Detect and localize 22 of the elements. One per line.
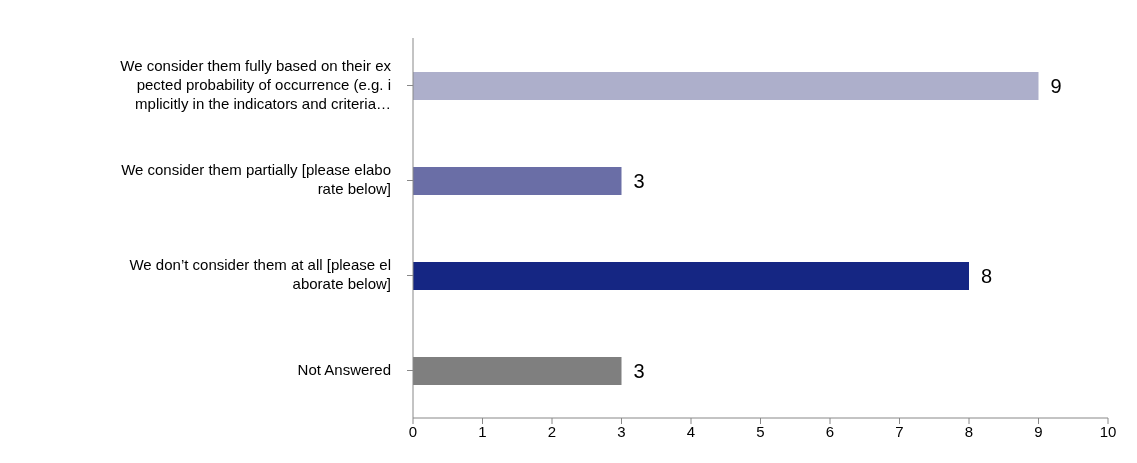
bar [413,262,969,290]
x-tick-label: 3 [617,422,626,440]
bar [413,72,1039,100]
x-tick-label: 2 [547,422,557,440]
x-tick-label: 7 [895,422,904,440]
x-tick-label: 10 [1099,422,1117,440]
y-tick-label: We consider them partially [please elabo rate below] [121,160,391,197]
data-label: 9 [1050,75,1062,98]
x-tick-label: 9 [1034,422,1043,440]
x-tick-label: 4 [686,422,696,440]
x-tick-label: 8 [964,422,974,440]
data-label: 3 [633,360,645,383]
bar [413,167,622,195]
y-tick-label: Not Answered [297,360,391,378]
data-label: 3 [633,170,645,193]
data-label: 8 [981,265,993,288]
x-tick-label: 6 [825,422,835,440]
x-tick-label: 0 [408,422,418,440]
y-tick-label: We don’t consider them at all [please el aborate below] [129,255,391,292]
x-tick-label: 1 [478,422,487,440]
y-tick-label: We consider them fully based on their ex pected probability of occurrence (e.g. i mplicitly in the indicators and criteria… [120,56,392,112]
x-tick-label: 5 [756,422,765,440]
